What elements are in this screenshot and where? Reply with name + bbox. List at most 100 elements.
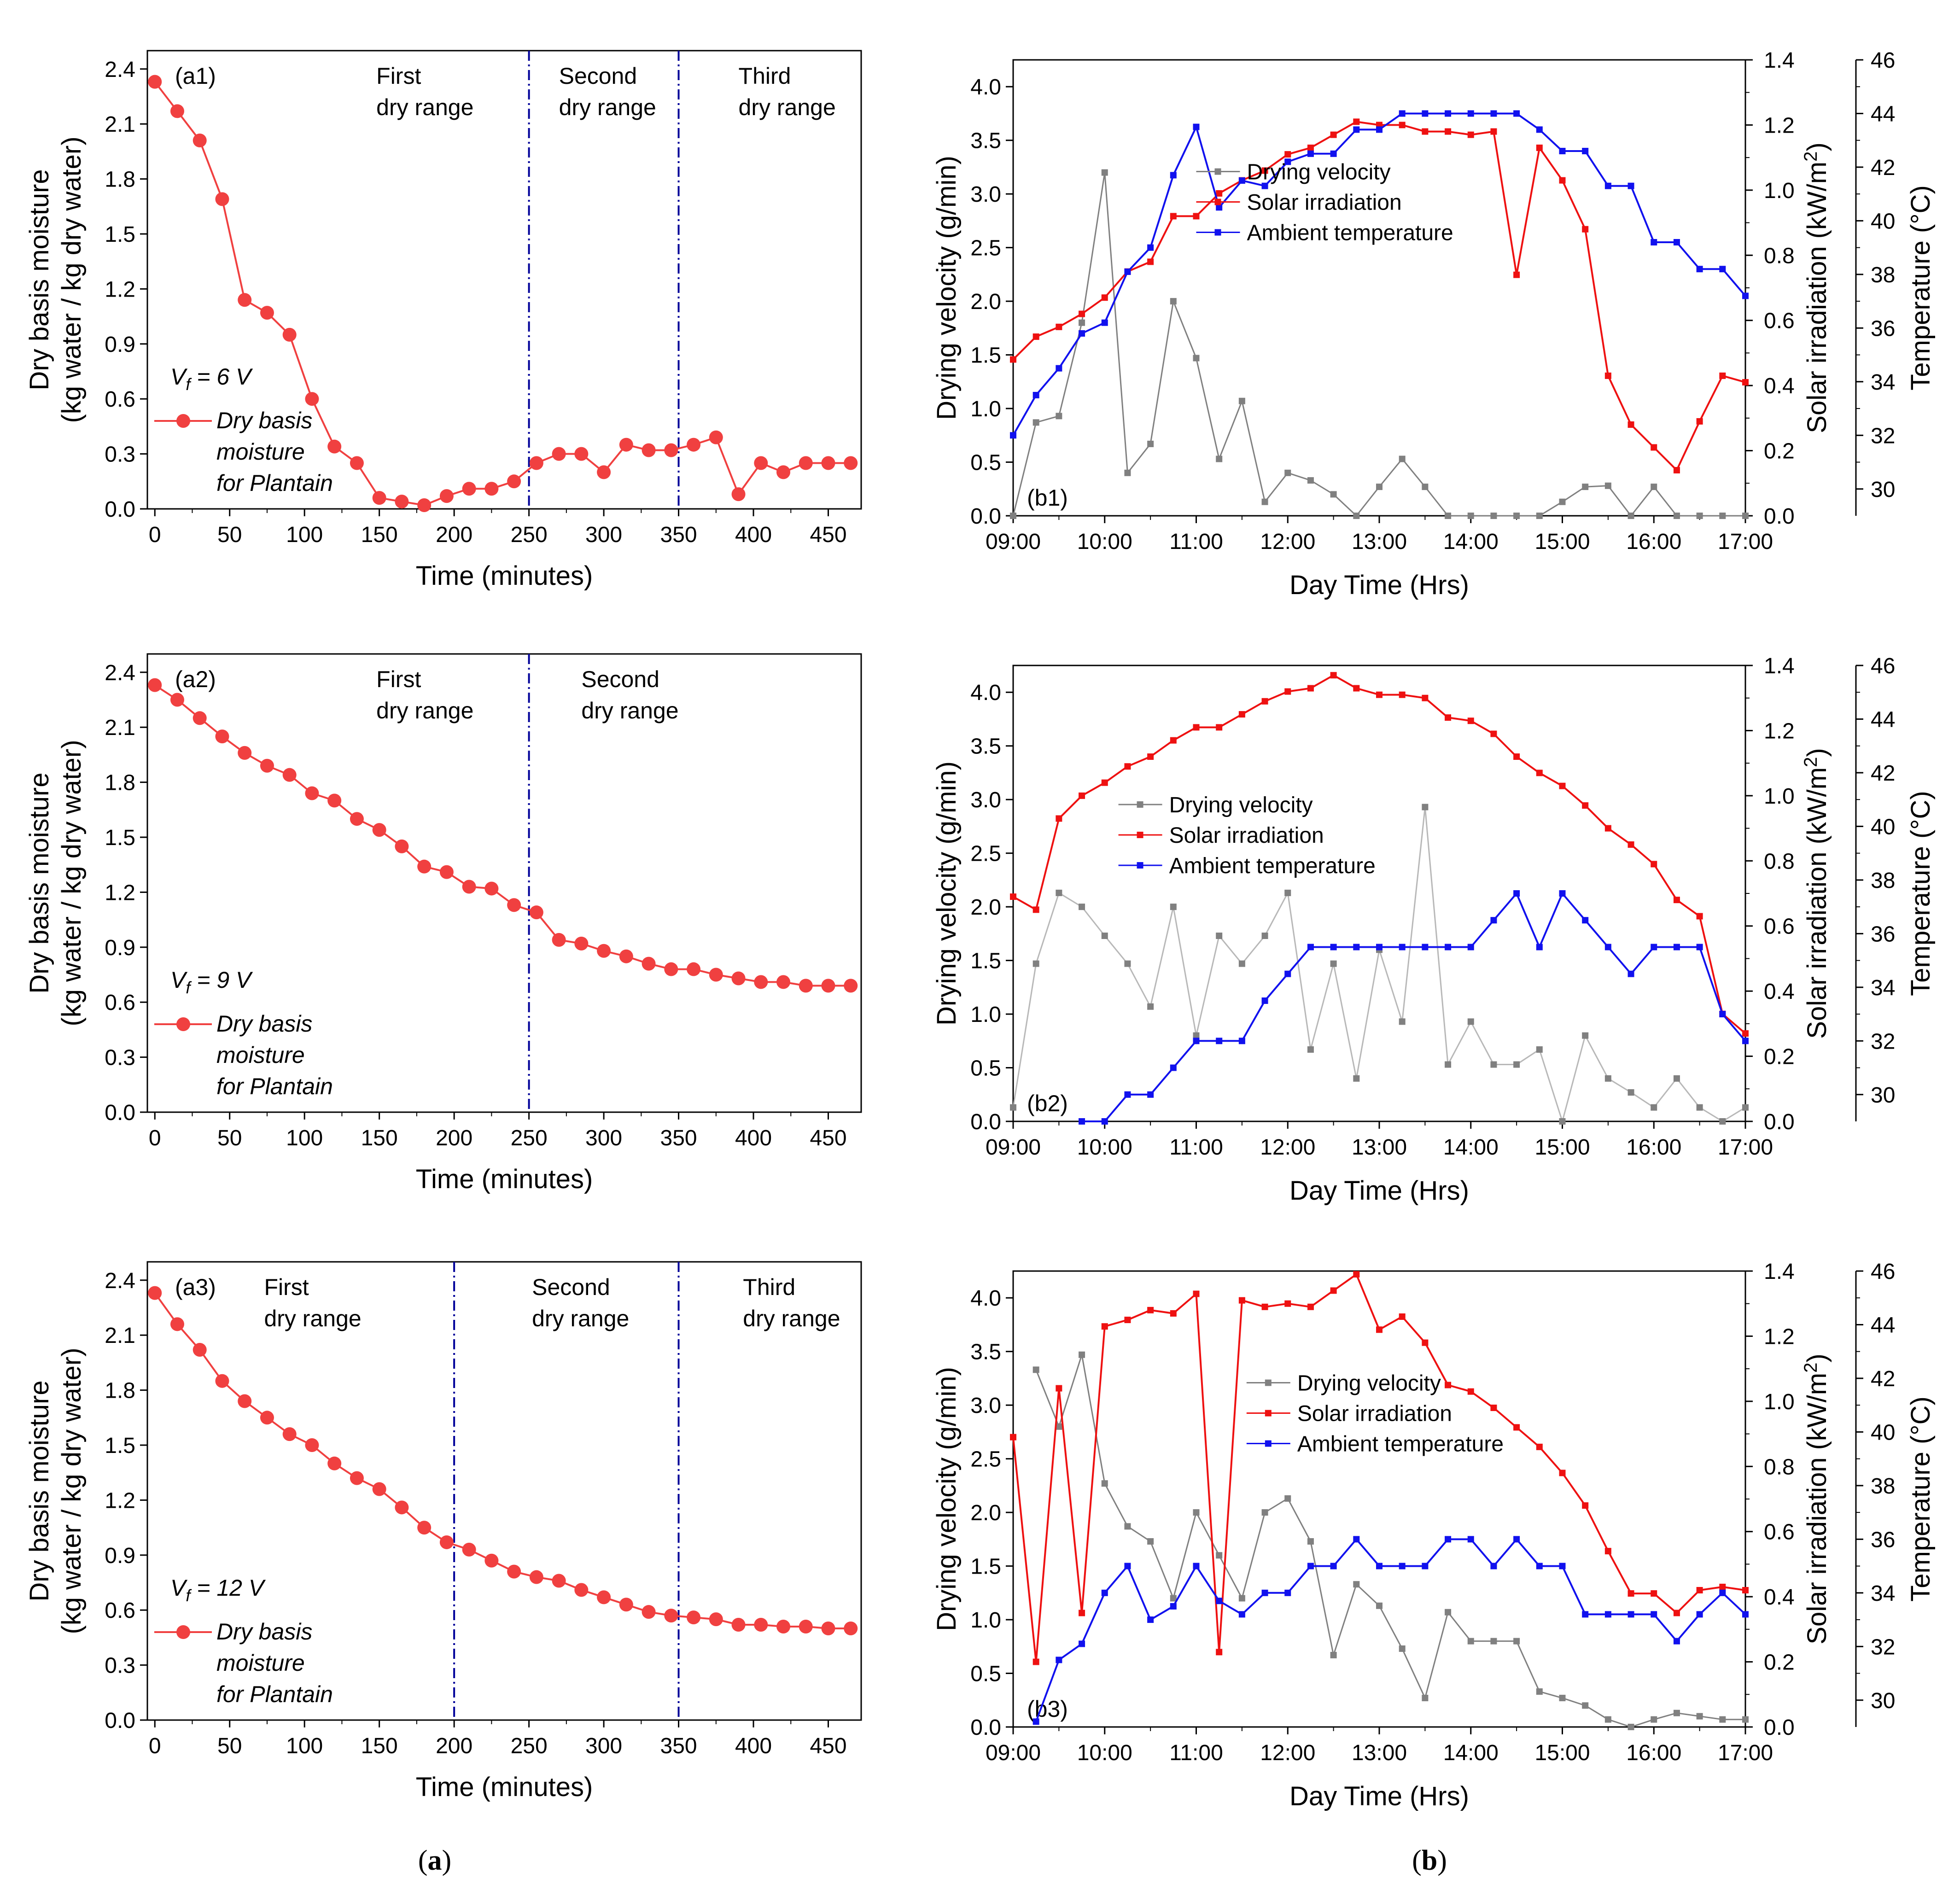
y-left-tick-label: 1.0 xyxy=(970,1608,1001,1633)
velocity-point xyxy=(1261,1509,1268,1516)
velocity-point xyxy=(1193,1509,1200,1516)
x-tick-label: 17:00 xyxy=(1718,1741,1773,1765)
x-tick-label: 15:00 xyxy=(1534,530,1590,554)
x-tick-label: 200 xyxy=(436,523,472,547)
panel-label: (a1) xyxy=(175,63,216,89)
velocity-point xyxy=(1582,1702,1589,1709)
solar-point xyxy=(1513,753,1520,760)
legend-label-line2: moisture xyxy=(216,439,305,465)
x-tick-label: 400 xyxy=(735,1734,772,1758)
velocity-point xyxy=(1742,513,1749,519)
solar-point xyxy=(1284,688,1291,695)
solar-point xyxy=(1399,1313,1406,1320)
temperature-point xyxy=(1513,890,1520,897)
x-tick-label: 10:00 xyxy=(1077,530,1132,554)
solar-point xyxy=(1719,372,1726,379)
temperature-point xyxy=(1170,172,1177,179)
caption-a: (a) xyxy=(418,1845,451,1876)
x-tick-label: 0 xyxy=(149,523,161,547)
velocity-point xyxy=(1604,1075,1611,1082)
y-left-tick-label: 2.0 xyxy=(970,290,1001,314)
x-tick-label: 15:00 xyxy=(1534,1741,1590,1765)
solar-point xyxy=(1604,825,1611,832)
solar-point xyxy=(1147,1307,1154,1313)
temperature-point xyxy=(1696,1611,1703,1618)
moisture-point xyxy=(484,881,499,896)
y-left-tick-label: 0.5 xyxy=(970,451,1001,475)
moisture-point xyxy=(507,898,521,912)
x-tick-label: 50 xyxy=(217,1734,242,1758)
moisture-point xyxy=(597,465,611,479)
moisture-point xyxy=(238,1394,252,1408)
temperature-tick-label: 32 xyxy=(1871,424,1895,448)
solar-point xyxy=(1307,685,1314,692)
temperature-point xyxy=(1032,391,1039,398)
temperature-point xyxy=(1582,148,1589,154)
solar-point xyxy=(1101,779,1108,786)
moisture-point xyxy=(597,1590,611,1604)
x-tick-label: 09:00 xyxy=(986,1135,1041,1160)
x-tick-label: 11:00 xyxy=(1169,530,1223,554)
y-left-tick-label: 2.5 xyxy=(970,236,1001,261)
temperature-point xyxy=(1238,177,1245,184)
y-right-axis-title: Solar irradiation (kW/m2) xyxy=(1801,748,1832,1038)
velocity-point xyxy=(1490,1638,1497,1645)
solar-point xyxy=(1307,1303,1314,1310)
x-tick-label: 250 xyxy=(511,523,548,547)
velocity-point xyxy=(1307,477,1314,484)
y-tick-label: 0.6 xyxy=(105,991,135,1015)
temperature-point xyxy=(1445,110,1452,117)
y-tick-label: 0.9 xyxy=(105,332,135,357)
temperature-point xyxy=(1124,1563,1131,1569)
temperature-tick-label: 44 xyxy=(1871,102,1895,126)
voltage-symbol: V xyxy=(170,967,188,993)
y-tick-label: 0.9 xyxy=(105,1544,135,1568)
velocity-point xyxy=(1261,933,1268,939)
y-left-tick-label: 1.0 xyxy=(970,397,1001,421)
solar-point xyxy=(1742,1030,1749,1037)
chart-a3: 0 50 100 150 200 250 300 350 400 450 0.0 0.3 0.6 0.9 1… xyxy=(24,1261,862,1802)
velocity-point xyxy=(1010,1104,1016,1111)
solar-point xyxy=(1582,1502,1589,1509)
x-tick-label: 14:00 xyxy=(1443,1741,1499,1765)
legend-marker-temperature xyxy=(1214,229,1221,236)
moisture-point xyxy=(484,1553,499,1568)
temperature-point xyxy=(1490,917,1497,924)
velocity-point xyxy=(1513,1061,1520,1068)
moisture-point xyxy=(260,758,274,773)
moisture-point xyxy=(238,293,252,307)
moisture-point xyxy=(350,456,364,470)
velocity-point xyxy=(1399,455,1406,462)
solar-point xyxy=(1490,128,1497,135)
moisture-point xyxy=(327,439,342,454)
temperature-point xyxy=(1193,1038,1200,1044)
moisture-point xyxy=(372,1482,386,1496)
velocity-point xyxy=(1101,1480,1108,1487)
solar-point xyxy=(1193,724,1200,731)
moisture-point xyxy=(597,944,611,958)
x-tick-label: 0 xyxy=(149,1126,161,1150)
range-label-line2: dry range xyxy=(743,1306,840,1331)
moisture-point xyxy=(664,962,678,976)
y-right-tick-label: 1.4 xyxy=(1764,48,1795,73)
velocity-point xyxy=(1445,1609,1452,1616)
solar-point xyxy=(1010,1434,1016,1441)
temperature-point xyxy=(1742,1611,1749,1618)
x-tick-label: 13:00 xyxy=(1352,1135,1407,1160)
solar-point xyxy=(1399,691,1406,698)
moisture-point xyxy=(709,1612,723,1627)
moisture-point xyxy=(574,936,589,951)
moisture-point xyxy=(799,979,813,993)
velocity-point xyxy=(1422,804,1429,811)
solar-point xyxy=(1536,1443,1543,1450)
temperature-tick-label: 40 xyxy=(1871,209,1895,233)
temperature-point xyxy=(1399,944,1406,951)
velocity-point xyxy=(1353,513,1360,519)
moisture-point xyxy=(642,957,656,971)
solar-point xyxy=(1696,1587,1703,1593)
velocity-point xyxy=(1467,1638,1474,1645)
moisture-point xyxy=(170,693,184,707)
velocity-point xyxy=(1216,1552,1223,1559)
moisture-point xyxy=(484,482,499,496)
y-left-tick-label: 2.0 xyxy=(970,1501,1001,1525)
